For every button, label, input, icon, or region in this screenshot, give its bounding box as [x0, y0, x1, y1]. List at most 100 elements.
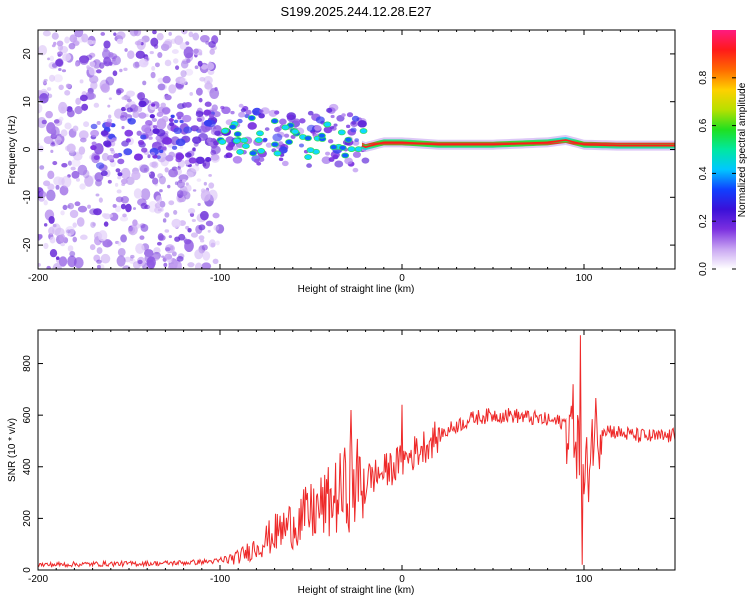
- noise-blob: [168, 168, 179, 178]
- signal-blob: [197, 125, 208, 134]
- signal-blob: [245, 109, 252, 115]
- signal-blob: [90, 129, 100, 137]
- noise-blob: [84, 175, 94, 187]
- noise-blob: [96, 259, 102, 264]
- signal-blob: [175, 138, 186, 147]
- signal-blob: [220, 105, 225, 110]
- noise-blob: [62, 53, 72, 62]
- noise-blob: [93, 143, 104, 155]
- noise-blob: [53, 41, 57, 46]
- signal-blob: [314, 125, 322, 131]
- signal-hotspot: [232, 137, 241, 144]
- noise-blob: [46, 87, 52, 91]
- signal-blob: [341, 113, 346, 117]
- snr-y-tick-label: 800: [22, 355, 33, 372]
- noise-blob: [72, 236, 78, 243]
- noise-blob: [171, 218, 182, 228]
- noise-blob: [122, 213, 127, 218]
- noise-blob: [186, 167, 197, 178]
- noise-blob: [42, 80, 47, 86]
- snr-y-tick-label: 0: [22, 567, 33, 573]
- snr-y-tick-label: 600: [22, 406, 33, 423]
- noise-blob: [206, 136, 212, 144]
- noise-blob: [117, 175, 122, 180]
- signal-blob: [223, 154, 229, 159]
- noise-blob: [140, 202, 148, 210]
- noise-blob: [209, 48, 215, 55]
- snr-x-tick-label: 0: [399, 574, 405, 585]
- signal-blob: [306, 163, 312, 168]
- noise-blob: [134, 40, 142, 46]
- noise-blob: [69, 251, 76, 257]
- signal-blob: [205, 157, 212, 162]
- snr-series: [38, 335, 675, 568]
- noise-blob: [95, 69, 102, 74]
- colorbar: 0.0 0.2 0.4 0.6 0.8 Normalized spectral ampl…: [698, 30, 748, 276]
- signal-blob: [138, 100, 147, 108]
- noise-blob: [108, 51, 114, 58]
- spectrogram-x-tick-label: -100: [210, 273, 230, 284]
- noise-blob: [151, 66, 156, 71]
- noise-blob: [57, 51, 63, 57]
- noise-blob: [205, 220, 214, 227]
- signal-blob: [232, 156, 243, 164]
- noise-blob: [202, 251, 211, 261]
- noise-blob: [65, 225, 75, 236]
- noise-blob: [185, 184, 192, 192]
- noise-blob: [80, 234, 88, 240]
- noise-blob: [50, 142, 56, 147]
- signal-blob: [195, 111, 204, 118]
- noise-blob: [172, 58, 179, 64]
- spectrogram-x-tick-label: 0: [399, 273, 405, 284]
- snr-x-tick-label: -200: [28, 574, 48, 585]
- noise-blob: [58, 84, 64, 91]
- noise-blob: [160, 143, 165, 147]
- noise-blob: [158, 175, 166, 185]
- noise-blob: [92, 222, 96, 227]
- noise-blob: [72, 222, 77, 228]
- signal-blob: [327, 139, 334, 144]
- noise-blob: [77, 205, 88, 213]
- noise-blob: [115, 168, 121, 173]
- noise-blob: [174, 35, 184, 46]
- noise-blob: [38, 103, 43, 114]
- signal-blob: [123, 148, 133, 156]
- noise-blob: [38, 145, 44, 153]
- signal-blob: [238, 103, 244, 108]
- snr-x-tick-label: 100: [576, 574, 593, 585]
- noise-blob: [89, 75, 99, 84]
- noise-blob: [196, 178, 202, 182]
- noise-blob: [190, 232, 198, 238]
- signal-hotspot: [271, 141, 279, 148]
- signal-blob: [279, 118, 287, 125]
- noise-blob: [135, 243, 145, 254]
- noise-blob: [64, 122, 72, 130]
- noise-blob: [131, 170, 141, 181]
- signal-hotspot: [270, 118, 279, 124]
- signal-hotspot: [347, 146, 356, 153]
- noise-blob: [102, 239, 113, 248]
- noise-blob: [127, 50, 135, 60]
- noise-blob: [116, 38, 124, 45]
- noise-blob: [207, 229, 211, 233]
- noise-blob: [146, 256, 156, 269]
- signal-blob: [208, 141, 214, 146]
- noise-blob: [105, 76, 115, 86]
- noise-blob: [120, 203, 126, 210]
- signal-blob: [196, 117, 203, 122]
- signal-blob: [121, 140, 129, 147]
- noise-blob: [58, 177, 65, 186]
- spectrogram-y-tick-label: 20: [22, 48, 33, 60]
- noise-blob: [78, 130, 89, 140]
- noise-blob: [208, 189, 218, 202]
- noise-blob: [170, 38, 177, 44]
- signal-blob: [298, 118, 306, 124]
- signal-hotspot: [329, 144, 338, 151]
- snr-x-axis-label: Height of straight line (km): [298, 585, 415, 596]
- signal-blob: [330, 125, 335, 130]
- noise-blob: [74, 106, 83, 115]
- noise-blob: [67, 245, 74, 252]
- noise-blob: [89, 244, 96, 251]
